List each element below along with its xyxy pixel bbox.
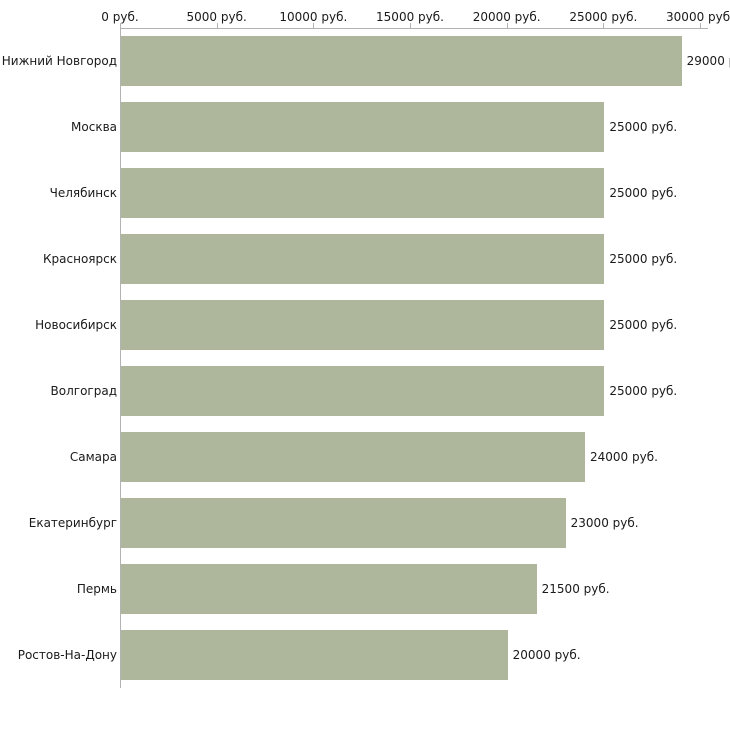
bar-row: Нижний Новгород 29000 р (0, 28, 730, 94)
x-axis-tick (506, 23, 508, 28)
category-label: Самара (69, 450, 117, 464)
x-axis-tick-label: 10000 руб. (279, 10, 348, 24)
bar-row: Екатеринбург 23000 руб. (0, 490, 730, 556)
value-bar (121, 366, 605, 416)
value-label: 25000 руб. (609, 186, 678, 200)
y-axis-line (120, 28, 121, 688)
x-axis-tick-label: 20000 руб. (472, 10, 541, 24)
value-label: 20000 руб. (512, 648, 581, 662)
value-bar (121, 564, 537, 614)
category-label: Пермь (76, 582, 117, 596)
value-bar (121, 234, 605, 284)
x-axis-tick-label: 5000 руб. (186, 10, 247, 24)
category-label: Волгоград (50, 384, 117, 398)
x-axis-line (120, 28, 708, 29)
bar-row: Красноярск 25000 руб. (0, 226, 730, 292)
value-label: 25000 руб. (609, 120, 678, 134)
x-axis-tick-label: 30000 руб. (666, 10, 730, 24)
category-label: Челябинск (49, 186, 117, 200)
category-label: Красноярск (43, 252, 117, 266)
category-label: Новосибирск (35, 318, 117, 332)
x-axis-tick (313, 23, 315, 28)
value-bar (121, 630, 508, 680)
bar-row: Пермь 21500 руб. (0, 556, 730, 622)
bar-row: Самара 24000 руб. (0, 424, 730, 490)
value-bar (121, 300, 605, 350)
x-axis-tick-label: 0 руб. (101, 10, 139, 24)
x-axis-tick (410, 23, 411, 28)
x-axis-tick-label: 15000 руб. (376, 10, 444, 24)
category-label: Москва (71, 120, 117, 134)
x-axis-tick-label: 25000 руб. (569, 10, 638, 24)
category-label: Ростов-На-Дону (17, 648, 117, 662)
bar-row: Волгоград 25000 руб. (0, 358, 730, 424)
value-bar (121, 168, 605, 218)
bar-row: Новосибирск 25000 руб. (0, 292, 730, 358)
category-label: Екатеринбург (28, 516, 117, 530)
value-label: 24000 руб. (590, 450, 658, 464)
bar-row: Ростов-На-Дону 20000 руб. (0, 622, 730, 688)
value-bar (121, 36, 682, 86)
x-axis-tick (700, 23, 701, 28)
value-label: 25000 руб. (609, 384, 678, 398)
value-bar (121, 498, 566, 548)
bar-row: Челябинск 25000 руб. (0, 160, 730, 226)
x-axis-tick (216, 23, 218, 28)
value-label: 23000 руб. (570, 516, 639, 530)
value-label: 29000 р (686, 54, 730, 68)
value-bar (121, 102, 605, 152)
bar-row: Москва 25000 руб. (0, 94, 730, 160)
value-label: 21500 руб. (541, 582, 610, 596)
category-label: Нижний Новгород (1, 54, 117, 68)
value-bar (121, 432, 585, 482)
x-axis-tick (603, 23, 605, 28)
value-label: 25000 руб. (609, 252, 678, 266)
value-label: 25000 руб. (609, 318, 678, 332)
x-axis-tick (120, 23, 121, 28)
